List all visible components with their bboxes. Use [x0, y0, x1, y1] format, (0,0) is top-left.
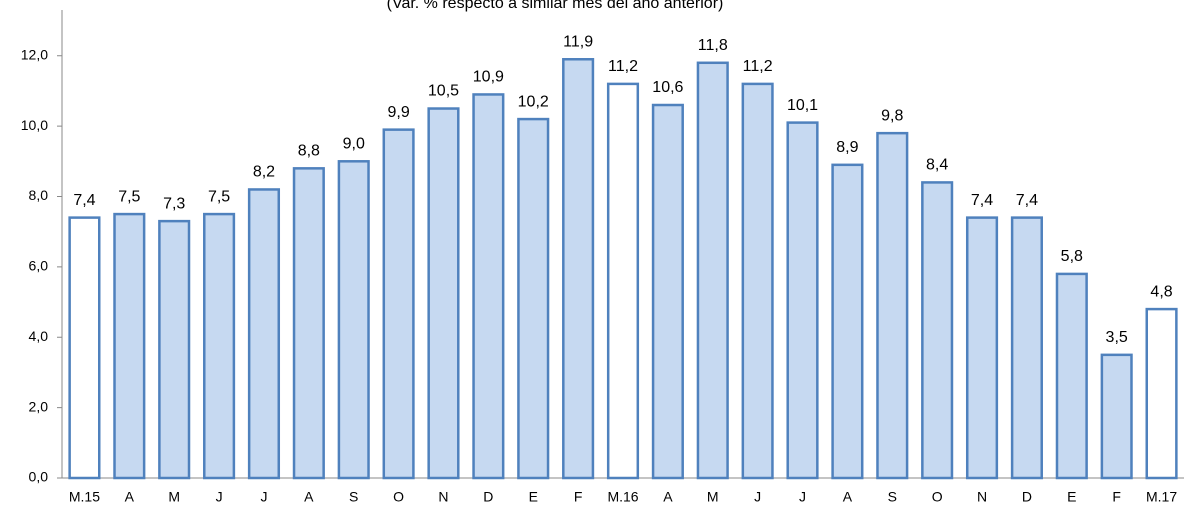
bar [113, 212, 146, 480]
bar [606, 82, 640, 480]
y-tick-label: 6,0 [29, 258, 49, 274]
x-tick-label: A [304, 489, 314, 505]
bar [696, 61, 729, 480]
value-label: 7,5 [118, 188, 140, 205]
x-tick-label: M [168, 489, 180, 505]
bar [247, 188, 281, 480]
value-label: 10,5 [428, 83, 459, 100]
bar [876, 131, 909, 480]
value-label: 8,4 [926, 157, 948, 174]
y-tick-label: 10,0 [21, 117, 48, 133]
x-tick-label: A [843, 489, 853, 505]
bar [651, 103, 684, 480]
bar [831, 163, 864, 480]
bar [158, 219, 191, 480]
x-tick-label: D [1022, 489, 1032, 505]
x-tick-label: O [393, 489, 404, 505]
bar [203, 212, 236, 480]
y-tick-label: 8,0 [29, 187, 49, 203]
bar [741, 82, 774, 480]
bar [786, 121, 819, 480]
bar [68, 216, 101, 480]
x-tick-label: O [932, 489, 943, 505]
value-label: 11,2 [608, 58, 638, 75]
x-tick-label: J [799, 489, 806, 505]
x-tick-label: S [888, 489, 897, 505]
x-tick-label: E [1067, 489, 1076, 505]
x-tick-label: D [483, 489, 493, 505]
x-tick-label: J [216, 489, 223, 505]
value-label: 8,8 [298, 143, 320, 160]
y-tick-label: 2,0 [29, 398, 49, 414]
value-label: 9,0 [343, 136, 365, 153]
value-label: 10,6 [652, 79, 683, 96]
bar [1055, 272, 1088, 480]
value-label: 7,4 [1016, 192, 1038, 209]
bar [427, 107, 460, 480]
x-tick-label: F [1112, 489, 1121, 505]
value-label: 10,1 [787, 97, 818, 114]
value-label: 5,8 [1061, 248, 1083, 265]
bar [1010, 216, 1043, 480]
value-label: 7,3 [163, 195, 185, 212]
value-label: 10,9 [473, 69, 504, 86]
value-label: 10,2 [518, 93, 549, 110]
x-tick-label: J [754, 489, 761, 505]
bar [337, 160, 370, 480]
value-label: 8,9 [836, 139, 858, 156]
bar [1145, 307, 1178, 480]
value-label: 7,4 [73, 192, 95, 209]
value-label: 3,5 [1106, 329, 1128, 346]
y-tick-label: 12,0 [21, 46, 48, 62]
value-label: 11,9 [563, 33, 593, 50]
bar [562, 58, 595, 480]
x-tick-label: A [125, 489, 135, 505]
x-tick-label: J [260, 489, 267, 505]
value-label: 4,8 [1150, 283, 1172, 300]
value-label: 11,8 [698, 37, 728, 54]
chart-subtitle: (Var. % respecto a similar mes del año a… [387, 0, 724, 12]
bar [472, 93, 505, 480]
bar [965, 216, 999, 480]
x-tick-label: F [574, 489, 583, 505]
y-tick-label: 0,0 [29, 469, 49, 485]
bar [292, 167, 325, 480]
value-label: 7,5 [208, 188, 230, 205]
x-tick-label: N [977, 489, 987, 505]
value-label: 11,2 [743, 58, 773, 75]
value-label: 9,9 [387, 104, 409, 121]
bar [382, 128, 415, 480]
value-label: 8,2 [253, 164, 275, 181]
x-tick-label: M [707, 489, 719, 505]
y-tick-label: 4,0 [29, 328, 49, 344]
x-tick-label: M.15 [69, 489, 100, 505]
x-tick-label: E [529, 489, 538, 505]
value-label: 9,8 [881, 107, 903, 124]
x-tick-label: S [349, 489, 358, 505]
x-tick-label: M.17 [1146, 489, 1177, 505]
x-tick-label: M.16 [607, 489, 638, 505]
bar [1100, 353, 1133, 480]
x-tick-label: A [663, 489, 673, 505]
x-tick-label: N [438, 489, 448, 505]
bar [517, 117, 550, 480]
value-label: 7,4 [971, 192, 993, 209]
bar [921, 181, 954, 480]
